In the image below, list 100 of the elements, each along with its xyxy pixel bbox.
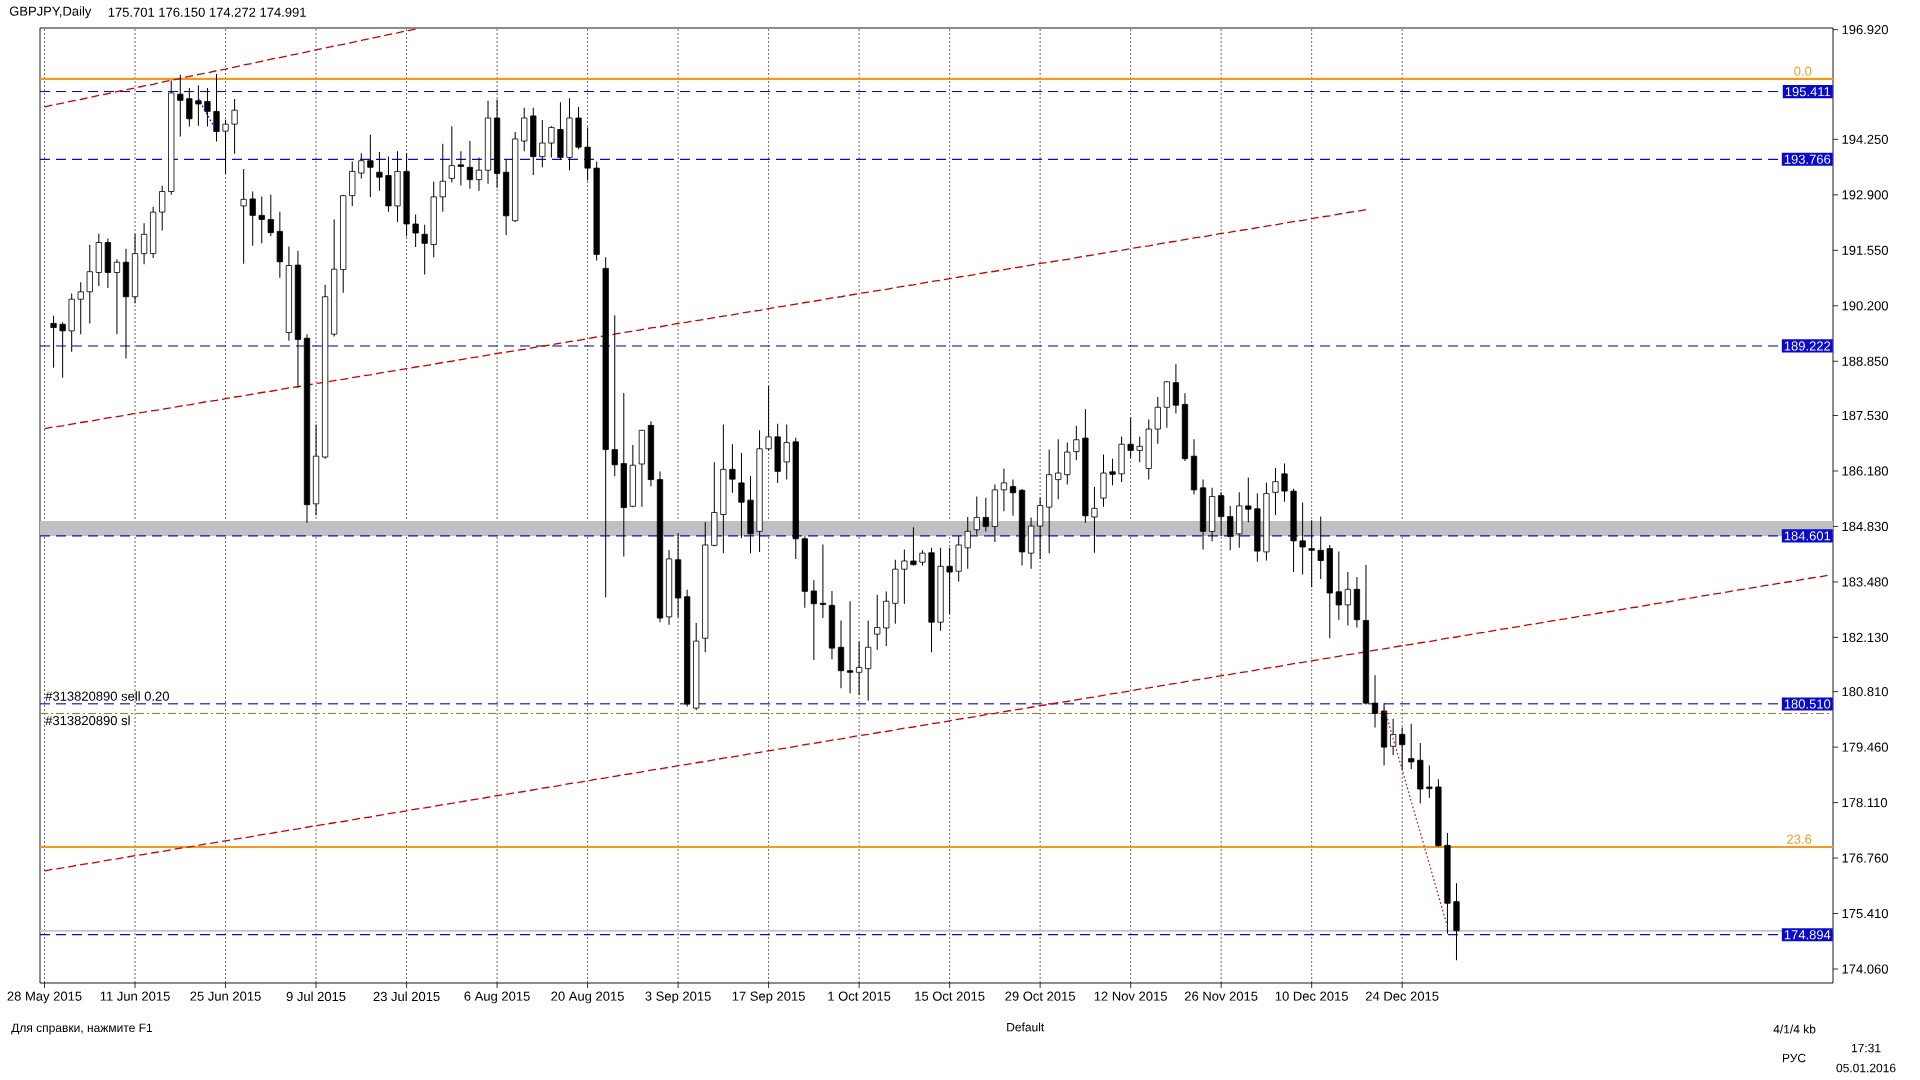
x-tick-label: 24 Dec 2015 (1365, 991, 1439, 1001)
candlestick (86, 244, 93, 324)
x-tick-label: 12 Nov 2015 (1094, 991, 1167, 1001)
candlestick (1172, 363, 1180, 414)
candlestick (1055, 438, 1062, 500)
line-series (1383, 706, 1449, 928)
candlestick (59, 321, 66, 379)
x-tick-label: 10 Dec 2015 (1275, 991, 1348, 1001)
candlestick (421, 224, 428, 276)
x-tick-label: 15 Oct 2015 (915, 991, 985, 1001)
candlestick (729, 443, 736, 494)
x-tick-label: 29 Oct 2015 (1005, 991, 1075, 1001)
candlestick (1299, 502, 1306, 576)
y-tick-label: 182.130 (1842, 632, 1889, 643)
candlestick (1335, 551, 1342, 621)
candlestick (611, 314, 618, 477)
y-tick-label: 191.550 (1842, 245, 1889, 255)
candlestick (521, 107, 528, 152)
candlestick (1426, 765, 1433, 799)
text: РУС (1782, 1053, 1806, 1063)
x-tick-label: 26 Nov 2015 (1184, 991, 1258, 1001)
annotation: 23.6 (1787, 834, 1812, 844)
candlestick (448, 125, 455, 183)
candlestick (1009, 479, 1017, 517)
candlestick (240, 168, 247, 265)
candlestick (810, 579, 817, 661)
candlestick (856, 641, 863, 696)
candlestick (539, 119, 546, 168)
x-tick-label: 23 Jul 2015 (373, 991, 440, 1002)
candlestick (738, 452, 745, 539)
candlestick (1371, 674, 1379, 728)
candlestick (973, 495, 980, 536)
candlestick (910, 526, 917, 566)
candlestick (222, 119, 229, 175)
x-tick-label: 3 Sep 2015 (645, 991, 711, 1004)
candlestick (258, 195, 265, 244)
candlestick (1154, 396, 1161, 445)
x-tick-label: 11 Jun 2015 (100, 991, 170, 1001)
ref-line-label: 174.894 (1784, 930, 1831, 940)
annotation: #313820890 sell 0.20 (45, 691, 169, 701)
y-tick-label: 179.460 (1842, 742, 1889, 752)
candlestick (1073, 425, 1080, 461)
candlestick (783, 424, 790, 481)
candlestick (837, 620, 845, 689)
candlestick (1127, 417, 1134, 459)
candlestick (412, 214, 419, 248)
text: 4/1/4 kb (1773, 1024, 1816, 1034)
text: Default (1007, 1022, 1045, 1032)
y-tick-label: 178.110 (1842, 797, 1888, 808)
candlestick (946, 547, 953, 615)
y-tick-label: 174.060 (1842, 964, 1889, 974)
candlestick (1390, 718, 1397, 756)
candlestick (376, 151, 383, 192)
text: 05.01.2016 (1836, 1063, 1896, 1073)
ref-line-label: #313820890 sl (45, 715, 130, 726)
candlestick (1136, 435, 1143, 463)
chart-title: GBPJPY,Daily (9, 6, 92, 19)
candlestick (367, 134, 374, 198)
candlestick (1245, 477, 1252, 523)
text: 17:31 (1851, 1043, 1881, 1053)
x-tick-label: 9 Jul 2015 (286, 991, 346, 1002)
candlestick (819, 544, 827, 619)
candlestick (865, 620, 872, 702)
y-tick-label: 176.760 (1842, 853, 1889, 863)
candlestick (231, 98, 238, 155)
candlestick (548, 125, 555, 158)
ref-line-label: 193.766 (1784, 154, 1831, 164)
candlestick (213, 73, 220, 142)
candlestick (140, 222, 148, 265)
x-tick-label: 28 May 2015 (7, 991, 82, 1004)
candlestick (159, 185, 166, 232)
candlestick (439, 143, 446, 213)
candlestick (1064, 442, 1071, 486)
candlestick (1218, 491, 1225, 537)
x-tick-label: 25 Jun 2015 (190, 991, 261, 1001)
ref-line-label: 195.411 (1785, 87, 1831, 97)
candlestick (1281, 463, 1288, 503)
candlestick (1272, 467, 1279, 516)
text: Для справки, нажмите F1 (11, 1023, 153, 1035)
candlestick (1091, 486, 1098, 554)
y-tick-label: 190.200 (1842, 301, 1889, 311)
y-tick-label: 187.530 (1842, 410, 1889, 421)
annotation: 0.0 (1794, 66, 1812, 76)
candlestick (475, 156, 483, 192)
candlestick (1317, 516, 1324, 580)
candlestick (186, 87, 193, 128)
x-tick-label: 6 Aug 2015 (464, 991, 530, 1004)
candlestick (1344, 571, 1351, 626)
y-tick-label: 188.850 (1842, 356, 1889, 366)
candlestick (204, 87, 211, 128)
candlestick (113, 258, 121, 335)
y-tick-label: 183.480 (1842, 577, 1889, 587)
candlestick (584, 126, 591, 181)
y-tick-label: 175.410 (1842, 908, 1889, 919)
y-tick-label: 184.830 (1842, 521, 1889, 532)
x-tick-label: 1 Oct 2015 (828, 991, 891, 1001)
candlestick (1408, 723, 1415, 770)
candlestick (267, 194, 274, 237)
candlestick (964, 516, 971, 570)
candlestick (1227, 505, 1234, 551)
